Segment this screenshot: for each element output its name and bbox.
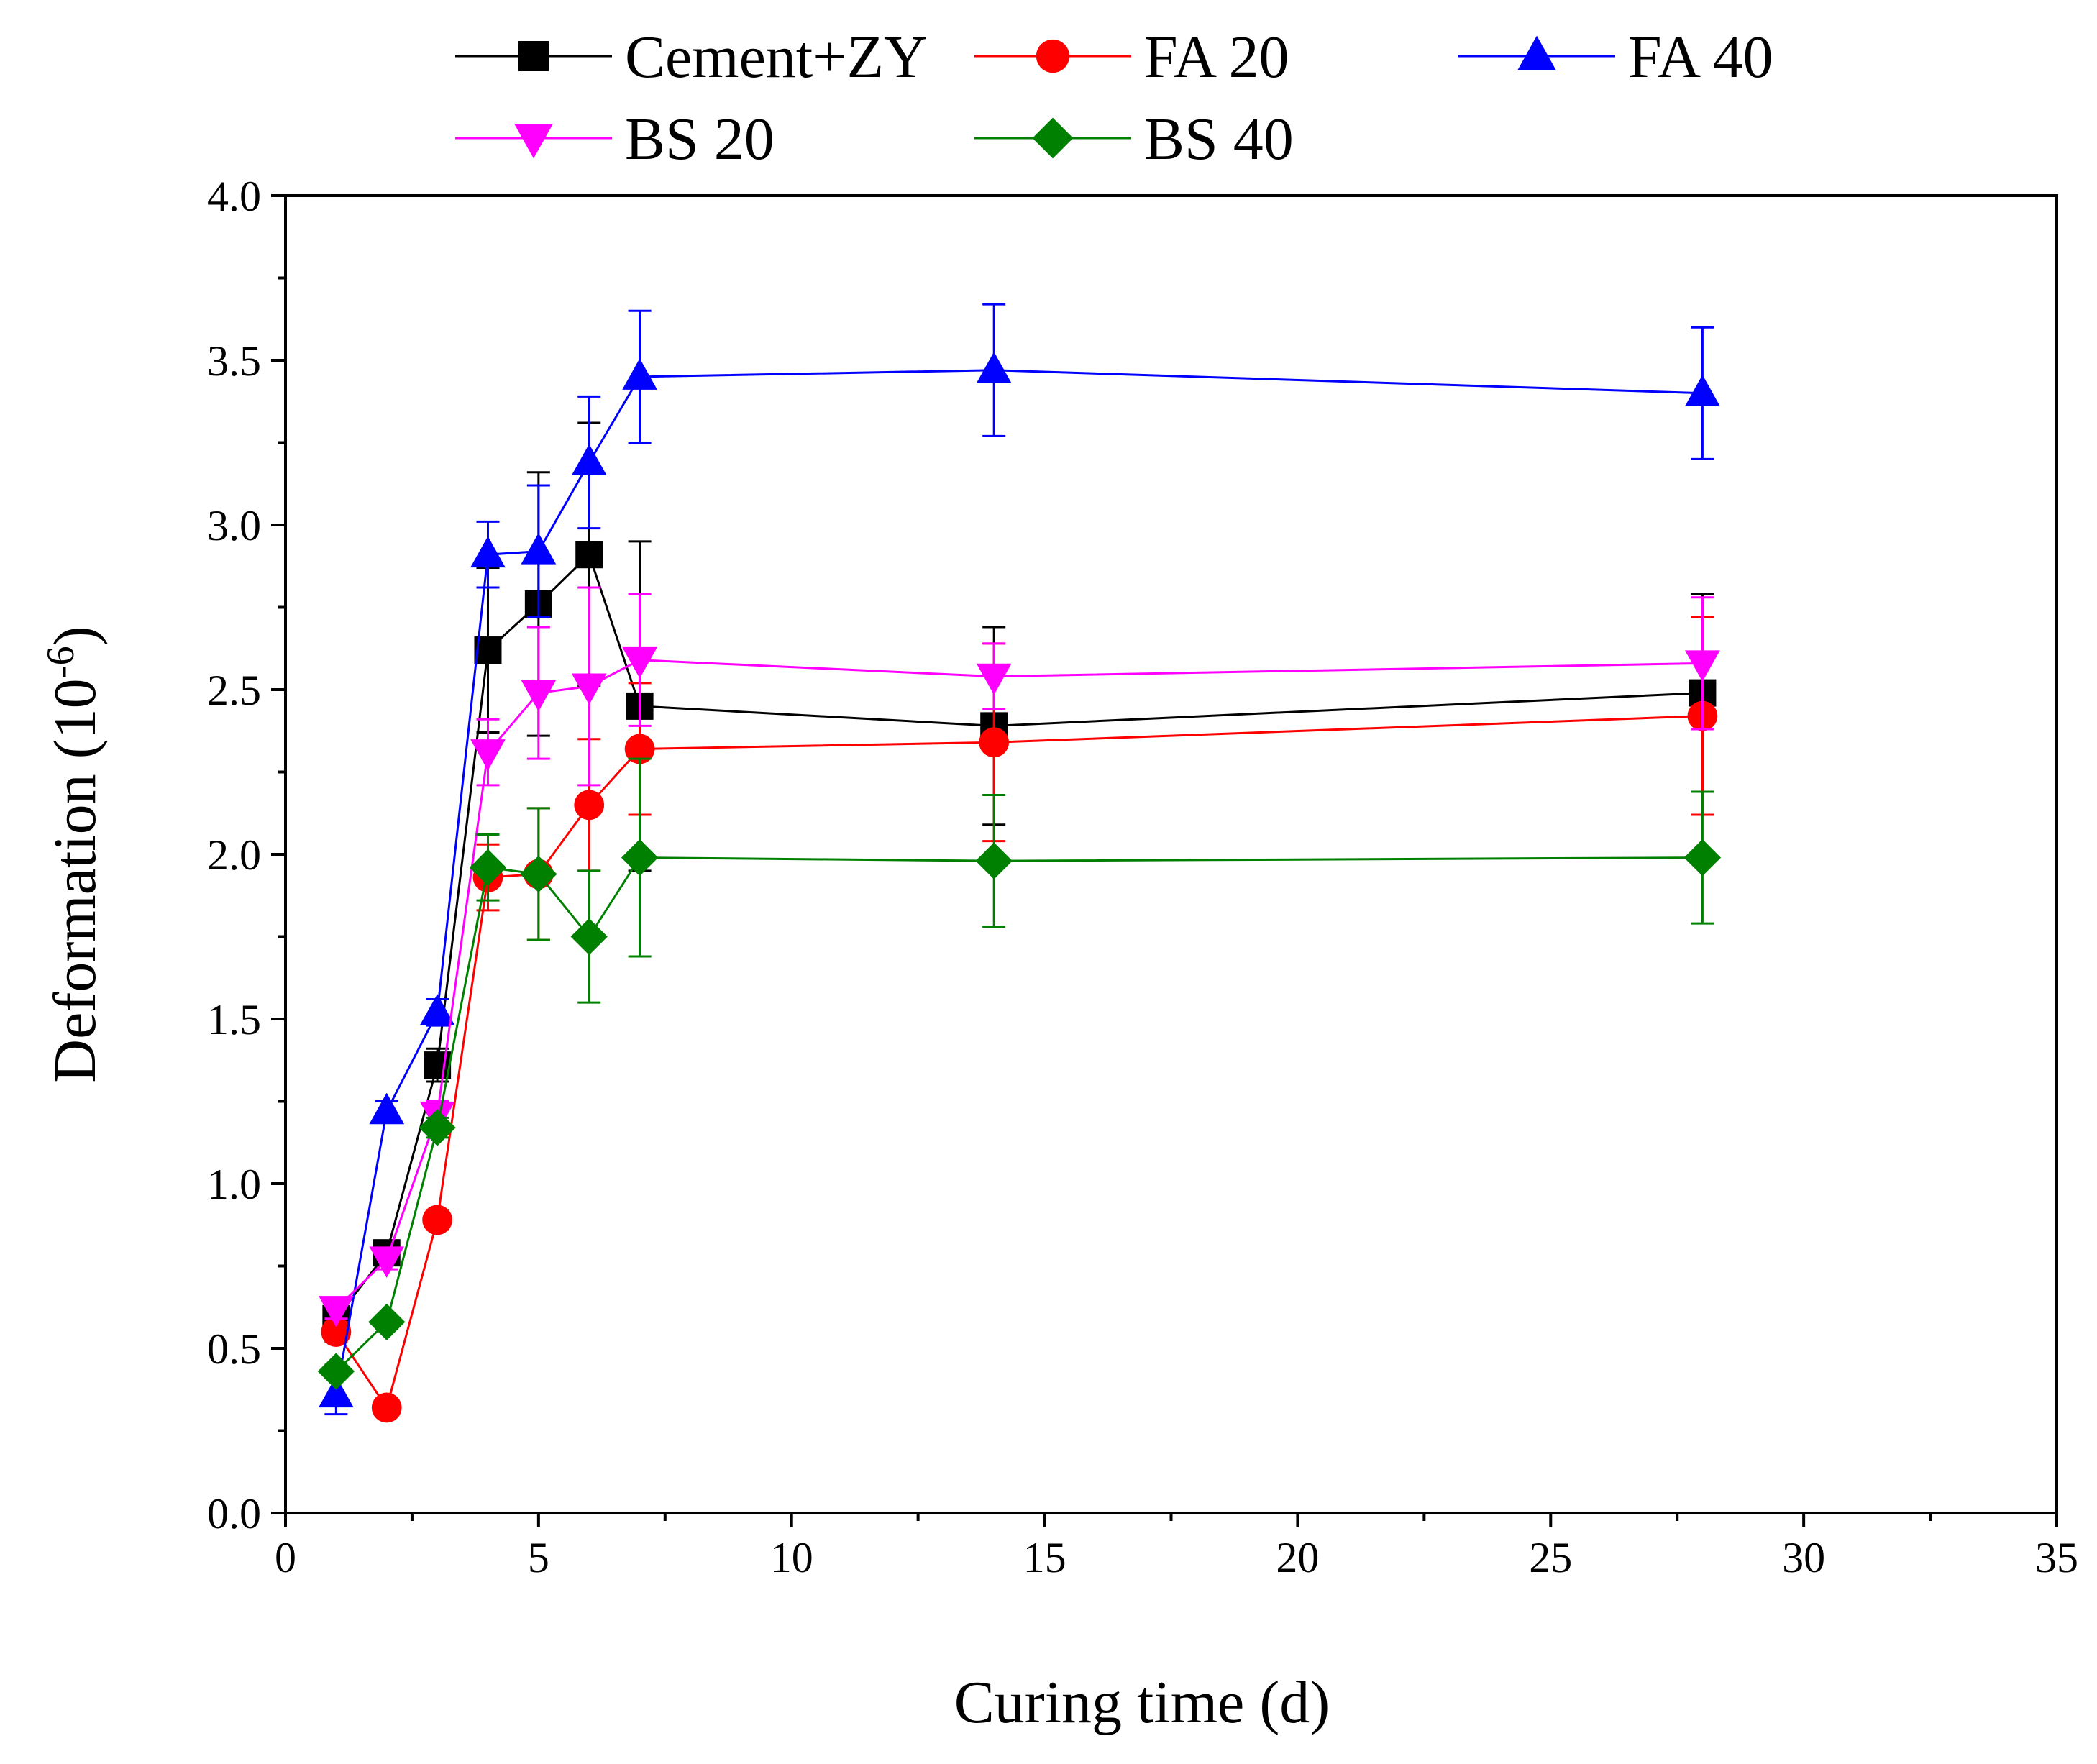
series-fa-40 — [319, 303, 1720, 1416]
legend-item: FA 20 — [974, 24, 1289, 91]
data-point — [979, 727, 1010, 758]
y-tick-label: 2.0 — [207, 831, 261, 879]
series-line — [335, 552, 1703, 1320]
legend-label: BS 40 — [1144, 106, 1294, 173]
plot-area: 0.0 0.5 1.0 1.5 2.0 2.5 3.0 3.5 4.0 0 5 10 15 20 25 30… — [207, 173, 2078, 1581]
x-tick-label: 30 — [1782, 1534, 1825, 1581]
y-tick-label: 2.5 — [207, 667, 261, 714]
data-point — [419, 994, 455, 1025]
x-axis-title: Curing time (d) — [954, 1669, 1330, 1736]
data-point — [469, 849, 507, 886]
x-axis: 0 5 10 15 20 25 30 35 — [275, 1513, 2078, 1581]
y-tick-label: 4.0 — [207, 173, 261, 220]
data-point — [622, 358, 657, 390]
legend: Cement+ZY FA 20 FA 40 BS 20 BS 40 — [455, 24, 1773, 173]
legend-label: BS 20 — [625, 106, 775, 173]
series-fa-20 — [321, 616, 1718, 1423]
data-point — [624, 734, 655, 764]
legend-marker — [514, 124, 553, 159]
series-layer — [317, 303, 1722, 1423]
y-tick-label: 1.5 — [207, 996, 261, 1043]
x-tick-label: 10 — [770, 1534, 813, 1581]
x-tick-label: 5 — [528, 1534, 549, 1581]
data-point — [319, 1376, 354, 1408]
y-axis-title-close: ) — [42, 626, 109, 646]
data-point — [976, 352, 1012, 383]
y-axis: 0.0 0.5 1.0 1.5 2.0 2.5 3.0 3.5 4.0 — [207, 173, 285, 1537]
legend-item: FA 40 — [1458, 24, 1773, 91]
legend-item: Cement+ZY — [455, 24, 928, 91]
data-point — [422, 1205, 453, 1235]
data-point — [368, 1303, 406, 1341]
legend-marker — [1032, 117, 1074, 159]
data-point — [371, 1392, 402, 1423]
series-bs-20 — [319, 586, 1720, 1327]
data-point — [1685, 375, 1720, 406]
data-point — [1685, 650, 1720, 682]
data-point — [319, 1296, 354, 1327]
x-tick-label: 35 — [2035, 1534, 2078, 1581]
data-point — [574, 790, 605, 821]
legend-label: FA 20 — [1144, 24, 1289, 91]
y-tick-label: 3.0 — [207, 502, 261, 549]
data-point — [521, 680, 557, 712]
legend-marker — [518, 41, 549, 71]
data-point — [317, 1353, 355, 1390]
legend-label: Cement+ZY — [625, 24, 928, 91]
data-point — [419, 1109, 456, 1146]
plot-frame — [284, 194, 2058, 1514]
y-tick-label: 0.0 — [207, 1490, 261, 1537]
y-tick-label: 1.0 — [207, 1161, 261, 1208]
data-point — [521, 532, 557, 565]
y-axis-title: Deformation (10-6) — [39, 626, 109, 1082]
x-tick-label: 20 — [1276, 1534, 1319, 1581]
data-point — [575, 541, 603, 569]
data-point — [571, 673, 607, 705]
series-bs-40 — [317, 757, 1722, 1390]
data-point — [975, 842, 1013, 879]
data-point — [369, 1246, 405, 1278]
data-point — [571, 444, 607, 475]
series-line — [335, 715, 1703, 1411]
data-point — [570, 918, 608, 956]
legend-item: BS 20 — [455, 106, 775, 173]
x-tick-label: 15 — [1023, 1534, 1066, 1581]
legend-item: BS 40 — [974, 106, 1294, 173]
y-axis-title-exponent: -6 — [39, 646, 82, 678]
legend-marker — [1517, 35, 1556, 70]
data-point — [520, 855, 557, 893]
data-point — [369, 1092, 405, 1125]
y-tick-label: 3.5 — [207, 337, 261, 385]
legend-marker — [1036, 39, 1070, 73]
data-point — [976, 663, 1012, 695]
y-axis-title-main: Deformation (10 — [42, 678, 109, 1082]
x-tick-label: 25 — [1529, 1534, 1572, 1581]
y-tick-label: 0.5 — [207, 1325, 261, 1373]
data-point — [621, 838, 659, 877]
data-point — [470, 536, 506, 568]
series-line — [335, 856, 1703, 1373]
series-line — [335, 659, 1703, 1310]
x-tick-label: 0 — [275, 1534, 296, 1581]
legend-label: FA 40 — [1628, 24, 1773, 91]
data-point — [622, 646, 657, 679]
data-point — [321, 1317, 352, 1347]
data-point — [1683, 838, 1722, 877]
data-point — [470, 739, 506, 771]
